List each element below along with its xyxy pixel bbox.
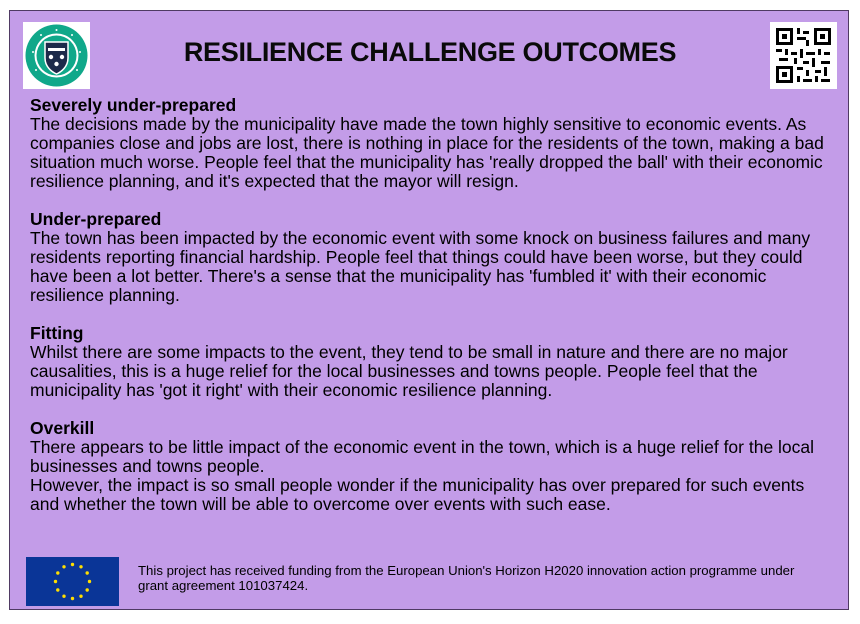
funding-notice: This project has received funding from t… — [138, 563, 795, 593]
outcome-section-fitting: Fitting Whilst there are some impacts to… — [30, 324, 830, 400]
section-text: There appears to be little impact of the… — [30, 437, 815, 476]
section-heading: Under-prepared — [30, 209, 162, 229]
qr-code-icon — [776, 28, 831, 83]
section-text: Whilst there are some impacts to the eve… — [30, 342, 788, 400]
section-heading: Fitting — [30, 323, 84, 343]
page-title: RESILIENCE CHALLENGE OUTCOMES — [183, 37, 677, 67]
outcomes-card: RESILIENCE CHALLENGE OUTCOMES Severely u… — [9, 10, 849, 610]
university-crest-icon — [25, 24, 88, 87]
outcomes-list: Severely under-prepared The decisions ma… — [30, 96, 830, 533]
section-heading: Severely under-prepared — [30, 95, 237, 115]
section-text: However, the impact is so small people w… — [30, 475, 805, 514]
outcome-section-overkill: Overkill There appears to be little impa… — [30, 419, 830, 514]
outcome-section-under-prepared: Under-prepared The town has been impacte… — [30, 210, 830, 305]
eu-flag — [26, 557, 119, 606]
section-text: The town has been impacted by the econom… — [30, 228, 811, 305]
section-heading: Overkill — [30, 418, 95, 438]
outcome-section-severely-under-prepared: Severely under-prepared The decisions ma… — [30, 96, 830, 191]
university-logo — [23, 22, 90, 89]
qr-code[interactable] — [770, 22, 837, 89]
section-text: The decisions made by the municipality h… — [30, 114, 824, 191]
eu-flag-icon — [26, 557, 119, 606]
